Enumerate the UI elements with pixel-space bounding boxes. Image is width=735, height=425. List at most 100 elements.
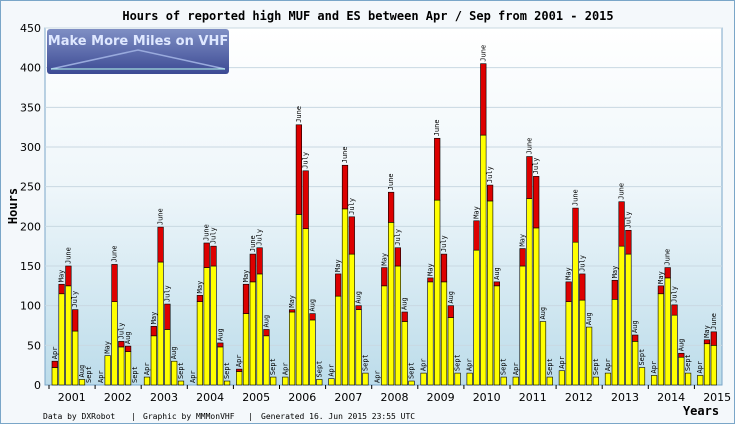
x-tick-label: 2012 <box>565 391 593 404</box>
footer-separator: | <box>248 412 253 421</box>
x-tick-label: 2005 <box>242 391 270 404</box>
bar-high-muf <box>434 199 441 386</box>
month-label: Sept <box>223 362 231 379</box>
month-label: Apr <box>650 361 658 374</box>
bar-high-muf <box>242 313 250 386</box>
bar-high-muf <box>316 379 323 386</box>
bar-es <box>710 331 717 346</box>
bar-es <box>217 342 224 348</box>
bar-es <box>118 341 125 348</box>
month-label: May <box>150 312 158 325</box>
bar-high-muf <box>104 355 111 386</box>
bar-high-muf <box>328 378 335 386</box>
x-tick-label: 2010 <box>473 391 501 404</box>
bar-es <box>611 279 618 300</box>
month-label: Aug <box>585 312 593 325</box>
month-label: Aug <box>170 347 178 360</box>
month-label: Sept <box>454 354 462 371</box>
bar-es <box>288 309 296 313</box>
month-label: Aug <box>631 320 639 333</box>
month-label: Apr <box>512 362 520 375</box>
month-label: Apr <box>97 370 105 383</box>
month-label: June <box>157 208 165 225</box>
y-tick-label: 400 <box>20 62 41 75</box>
month-label: Aug <box>447 291 455 304</box>
month-label: Apr <box>189 370 197 383</box>
bar-es <box>434 137 441 201</box>
month-label: June <box>203 224 211 241</box>
logo: Make More Miles on VHF <box>47 29 229 74</box>
month-label: Sept <box>177 362 185 379</box>
bar-high-muf <box>58 293 65 386</box>
bar-es <box>533 176 540 229</box>
month-label: May <box>104 341 112 354</box>
month-label: Aug <box>124 331 132 344</box>
bar-high-muf <box>611 299 618 386</box>
bar-es <box>236 368 243 372</box>
bar-es <box>387 191 395 223</box>
bar-high-muf <box>288 311 296 386</box>
month-label: Sept <box>131 366 139 383</box>
month-label: Aug <box>539 307 547 320</box>
bar-high-muf <box>236 371 243 386</box>
bar-high-muf <box>171 360 178 386</box>
month-label: May <box>334 259 342 272</box>
bar-es <box>625 230 632 255</box>
bar-high-muf <box>282 376 289 386</box>
bar-es <box>302 170 309 230</box>
month-label: May <box>611 266 619 279</box>
bar-high-muf <box>335 295 342 386</box>
month-label: Apr <box>327 364 335 377</box>
month-label: Sept <box>269 358 277 375</box>
bar-high-muf <box>585 326 593 386</box>
bar-es <box>493 281 501 287</box>
bar-es <box>519 248 526 267</box>
bar-layer <box>51 63 717 386</box>
footer-data-by: Data by DXRobot <box>43 412 115 421</box>
bar-es <box>157 226 164 263</box>
bar-es <box>572 207 579 243</box>
month-label: July <box>302 152 310 169</box>
bar-high-muf <box>203 267 210 386</box>
bar-es <box>703 339 711 345</box>
month-label: Apr <box>374 370 382 383</box>
bar-high-muf <box>519 265 526 386</box>
bar-high-muf <box>210 265 217 386</box>
bar-high-muf <box>224 380 231 386</box>
month-label: July <box>394 229 402 246</box>
bar-es <box>295 124 303 215</box>
bar-high-muf <box>546 376 553 386</box>
bar-high-muf <box>486 200 494 386</box>
bar-high-muf <box>256 273 263 386</box>
month-label: June <box>618 183 626 200</box>
bar-high-muf <box>348 253 355 386</box>
month-label: Sept <box>546 358 554 375</box>
y-tick-label: 200 <box>20 220 41 233</box>
y-tick-label: 100 <box>20 300 41 313</box>
y-tick-label: 250 <box>20 181 41 194</box>
bar-high-muf <box>618 245 625 386</box>
x-tick-label: 2014 <box>657 391 685 404</box>
bar-high-muf <box>466 372 473 386</box>
month-label: Apr <box>51 347 59 360</box>
month-label: Apr <box>466 358 474 371</box>
bar-high-muf <box>78 379 86 386</box>
month-label: Aug <box>355 291 363 304</box>
bar-es <box>632 334 639 342</box>
x-tick-label: 2004 <box>196 391 224 404</box>
bar-es <box>427 277 434 283</box>
month-label: Aug <box>401 297 409 310</box>
bar-high-muf <box>118 346 125 386</box>
month-label: June <box>341 146 349 163</box>
month-label: May <box>242 270 250 283</box>
bar-es <box>72 309 79 332</box>
month-label: June <box>387 173 395 190</box>
bar-high-muf <box>558 370 565 386</box>
bar-es <box>51 360 58 368</box>
month-label: Apr <box>420 358 428 371</box>
x-tick-label: 2011 <box>519 391 547 404</box>
month-label: July <box>163 285 171 302</box>
month-label: Sept <box>85 366 93 383</box>
